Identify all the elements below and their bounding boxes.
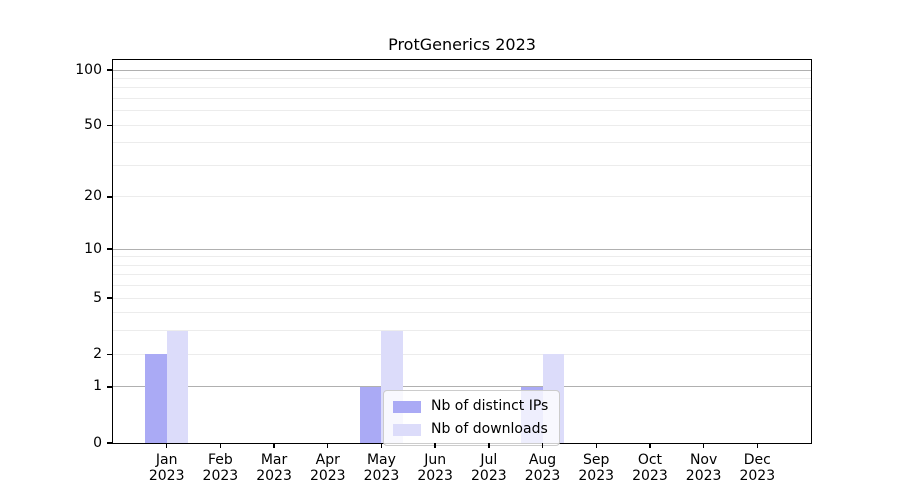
x-tick-mark [595, 443, 597, 448]
gridline-major [113, 69, 811, 71]
x-tick-label: Apr 2023 [309, 452, 346, 484]
gridline-minor [113, 77, 811, 79]
legend-item-distinct-ips: Nb of distinct IPs [393, 398, 548, 415]
x-tick-mark [165, 443, 168, 448]
gridline-minor [113, 353, 811, 355]
gridline-minor [113, 256, 811, 258]
y-tick-mark [107, 248, 113, 250]
gridline-minor [113, 142, 811, 144]
gridline-minor [113, 312, 811, 314]
bar-jan-downloads [166, 330, 189, 443]
legend-swatch-distinct-ips [393, 400, 421, 413]
x-tick-mark [702, 443, 705, 448]
x-tick-label: Nov 2023 [685, 452, 722, 484]
chart-title: ProtGenerics 2023 [388, 35, 536, 54]
gridline-minor [113, 110, 811, 112]
y-tick-label: 5 [93, 289, 102, 306]
gridline-minor [113, 264, 811, 266]
y-tick-label: 2 [93, 345, 102, 362]
legend-swatch-downloads [393, 423, 421, 436]
y-tick-label: 10 [84, 240, 102, 257]
x-tick-label: Sep 2023 [578, 452, 615, 484]
y-tick-label: 20 [84, 188, 102, 205]
legend-label-distinct-ips: Nb of distinct IPs [431, 398, 549, 414]
y-tick-mark [107, 353, 113, 355]
x-tick-label: Oct 2023 [632, 452, 668, 484]
x-tick-mark [649, 443, 651, 448]
x-tick-label: Dec 2023 [739, 452, 776, 484]
gridline-minor [113, 196, 811, 198]
x-tick-label: Jun 2023 [417, 452, 453, 484]
gridline-minor [113, 330, 811, 332]
x-tick-label: Jul 2023 [471, 452, 507, 484]
x-tick-mark [434, 443, 436, 448]
x-tick-label: Aug 2023 [524, 452, 561, 484]
bar-may-distinct-ips [359, 386, 382, 443]
plot-area: Nb of distinct IPs Nb of downloads [112, 59, 812, 446]
legend-item-downloads: Nb of downloads [393, 421, 548, 438]
x-tick-mark [273, 443, 275, 448]
gridline-minor [113, 97, 811, 99]
x-tick-mark [327, 443, 329, 448]
gridline-minor [113, 285, 811, 287]
x-tick-mark [541, 443, 544, 448]
gridline-major [113, 248, 811, 250]
gridline-minor [113, 87, 811, 89]
y-tick-label: 50 [84, 116, 102, 133]
y-tick-mark [107, 124, 113, 126]
x-tick-mark [219, 443, 222, 448]
gridline-minor [113, 297, 811, 299]
x-tick-label: Mar 2023 [256, 452, 292, 484]
legend: Nb of distinct IPs Nb of downloads [383, 390, 561, 446]
x-tick-mark [756, 443, 758, 448]
x-tick-mark [488, 443, 490, 448]
y-tick-label: 1 [93, 378, 102, 395]
gridline-major [113, 386, 811, 388]
gridline-minor [113, 124, 811, 126]
y-tick-mark [107, 297, 113, 299]
y-tick-label: 100 [75, 61, 102, 78]
y-tick-label: 0 [93, 434, 102, 451]
y-tick-mark [107, 386, 113, 388]
x-tick-mark [380, 443, 383, 448]
gridline-minor [113, 274, 811, 276]
bar-jan-distinct-ips [145, 354, 167, 443]
y-tick-mark [107, 69, 113, 71]
gridline-minor [113, 164, 811, 166]
x-tick-label: Jan 2023 [148, 452, 185, 484]
legend-label-downloads: Nb of downloads [431, 421, 548, 437]
x-tick-label: May 2023 [363, 452, 400, 484]
y-tick-mark [107, 442, 113, 444]
y-tick-mark [107, 196, 113, 198]
x-tick-label: Feb 2023 [202, 452, 239, 484]
